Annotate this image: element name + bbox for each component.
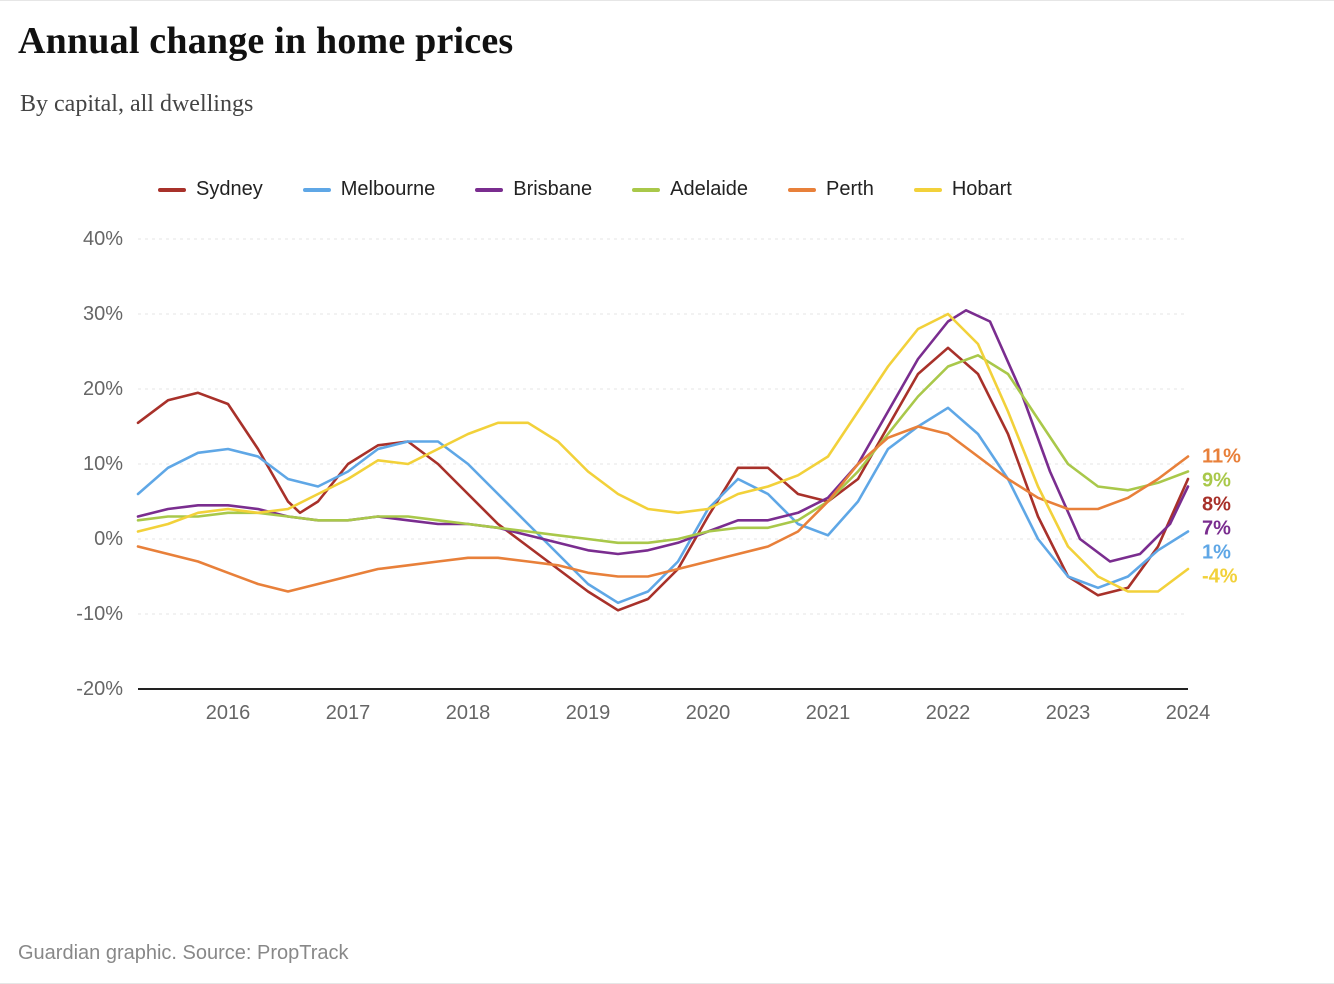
series-end-label: 11% — [1202, 446, 1241, 468]
legend-item: Adelaide — [632, 178, 748, 201]
x-tick-label: 2022 — [926, 702, 971, 724]
x-tick-label: 2017 — [326, 702, 371, 724]
y-tick-label: 40% — [83, 228, 123, 250]
series-end-label: 1% — [1202, 542, 1231, 564]
x-tick-label: 2020 — [686, 702, 731, 724]
y-tick-label: 0% — [94, 528, 123, 550]
x-tick-label: 2019 — [566, 702, 611, 724]
series-line — [138, 314, 1188, 592]
y-tick-label: 20% — [83, 378, 123, 400]
legend-item: Sydney — [158, 178, 263, 201]
legend-label: Brisbane — [513, 178, 592, 201]
legend-label: Adelaide — [670, 178, 748, 201]
series-line — [138, 348, 1188, 611]
legend-swatch — [158, 188, 186, 192]
chart-legend: Sydney Melbourne Brisbane Adelaide Perth Hoba… — [158, 178, 1316, 201]
legend-item: Hobart — [914, 178, 1012, 201]
chart-title: Annual change in home prices — [18, 19, 1316, 63]
y-tick-label: 10% — [83, 453, 123, 475]
x-tick-label: 2024 — [1166, 702, 1211, 724]
series-end-label: 9% — [1202, 470, 1231, 492]
series-end-label: 7% — [1202, 518, 1231, 540]
y-tick-label: 30% — [83, 303, 123, 325]
legend-label: Perth — [826, 178, 874, 201]
legend-label: Melbourne — [341, 178, 436, 201]
legend-swatch — [632, 188, 660, 192]
legend-swatch — [303, 188, 331, 192]
chart-source: Guardian graphic. Source: PropTrack — [18, 942, 349, 965]
legend-item: Perth — [788, 178, 874, 201]
chart-page: Annual change in home prices By capital,… — [0, 0, 1334, 984]
x-tick-label: 2021 — [806, 702, 851, 724]
legend-label: Hobart — [952, 178, 1012, 201]
x-tick-label: 2018 — [446, 702, 491, 724]
chart-svg: -20% -10% 0% 10% 20% 30% 40% 2016 2017 2018 2019 20… — [18, 219, 1278, 739]
legend-swatch — [788, 188, 816, 192]
series-end-label: 8% — [1202, 494, 1231, 516]
legend-swatch — [475, 188, 503, 192]
chart-plot: -20% -10% 0% 10% 20% 30% 40% 2016 2017 2018 2019 20… — [18, 219, 1278, 739]
series-line — [138, 355, 1188, 543]
x-tick-label: 2016 — [206, 702, 251, 724]
chart-subtitle: By capital, all dwellings — [20, 91, 1316, 118]
series-end-label: -4% — [1202, 566, 1238, 588]
y-tick-label: -10% — [76, 603, 123, 625]
legend-item: Brisbane — [475, 178, 592, 201]
legend-label: Sydney — [196, 178, 263, 201]
x-tick-label: 2023 — [1046, 702, 1091, 724]
legend-item: Melbourne — [303, 178, 436, 201]
y-tick-label: -20% — [76, 678, 123, 700]
legend-swatch — [914, 188, 942, 192]
